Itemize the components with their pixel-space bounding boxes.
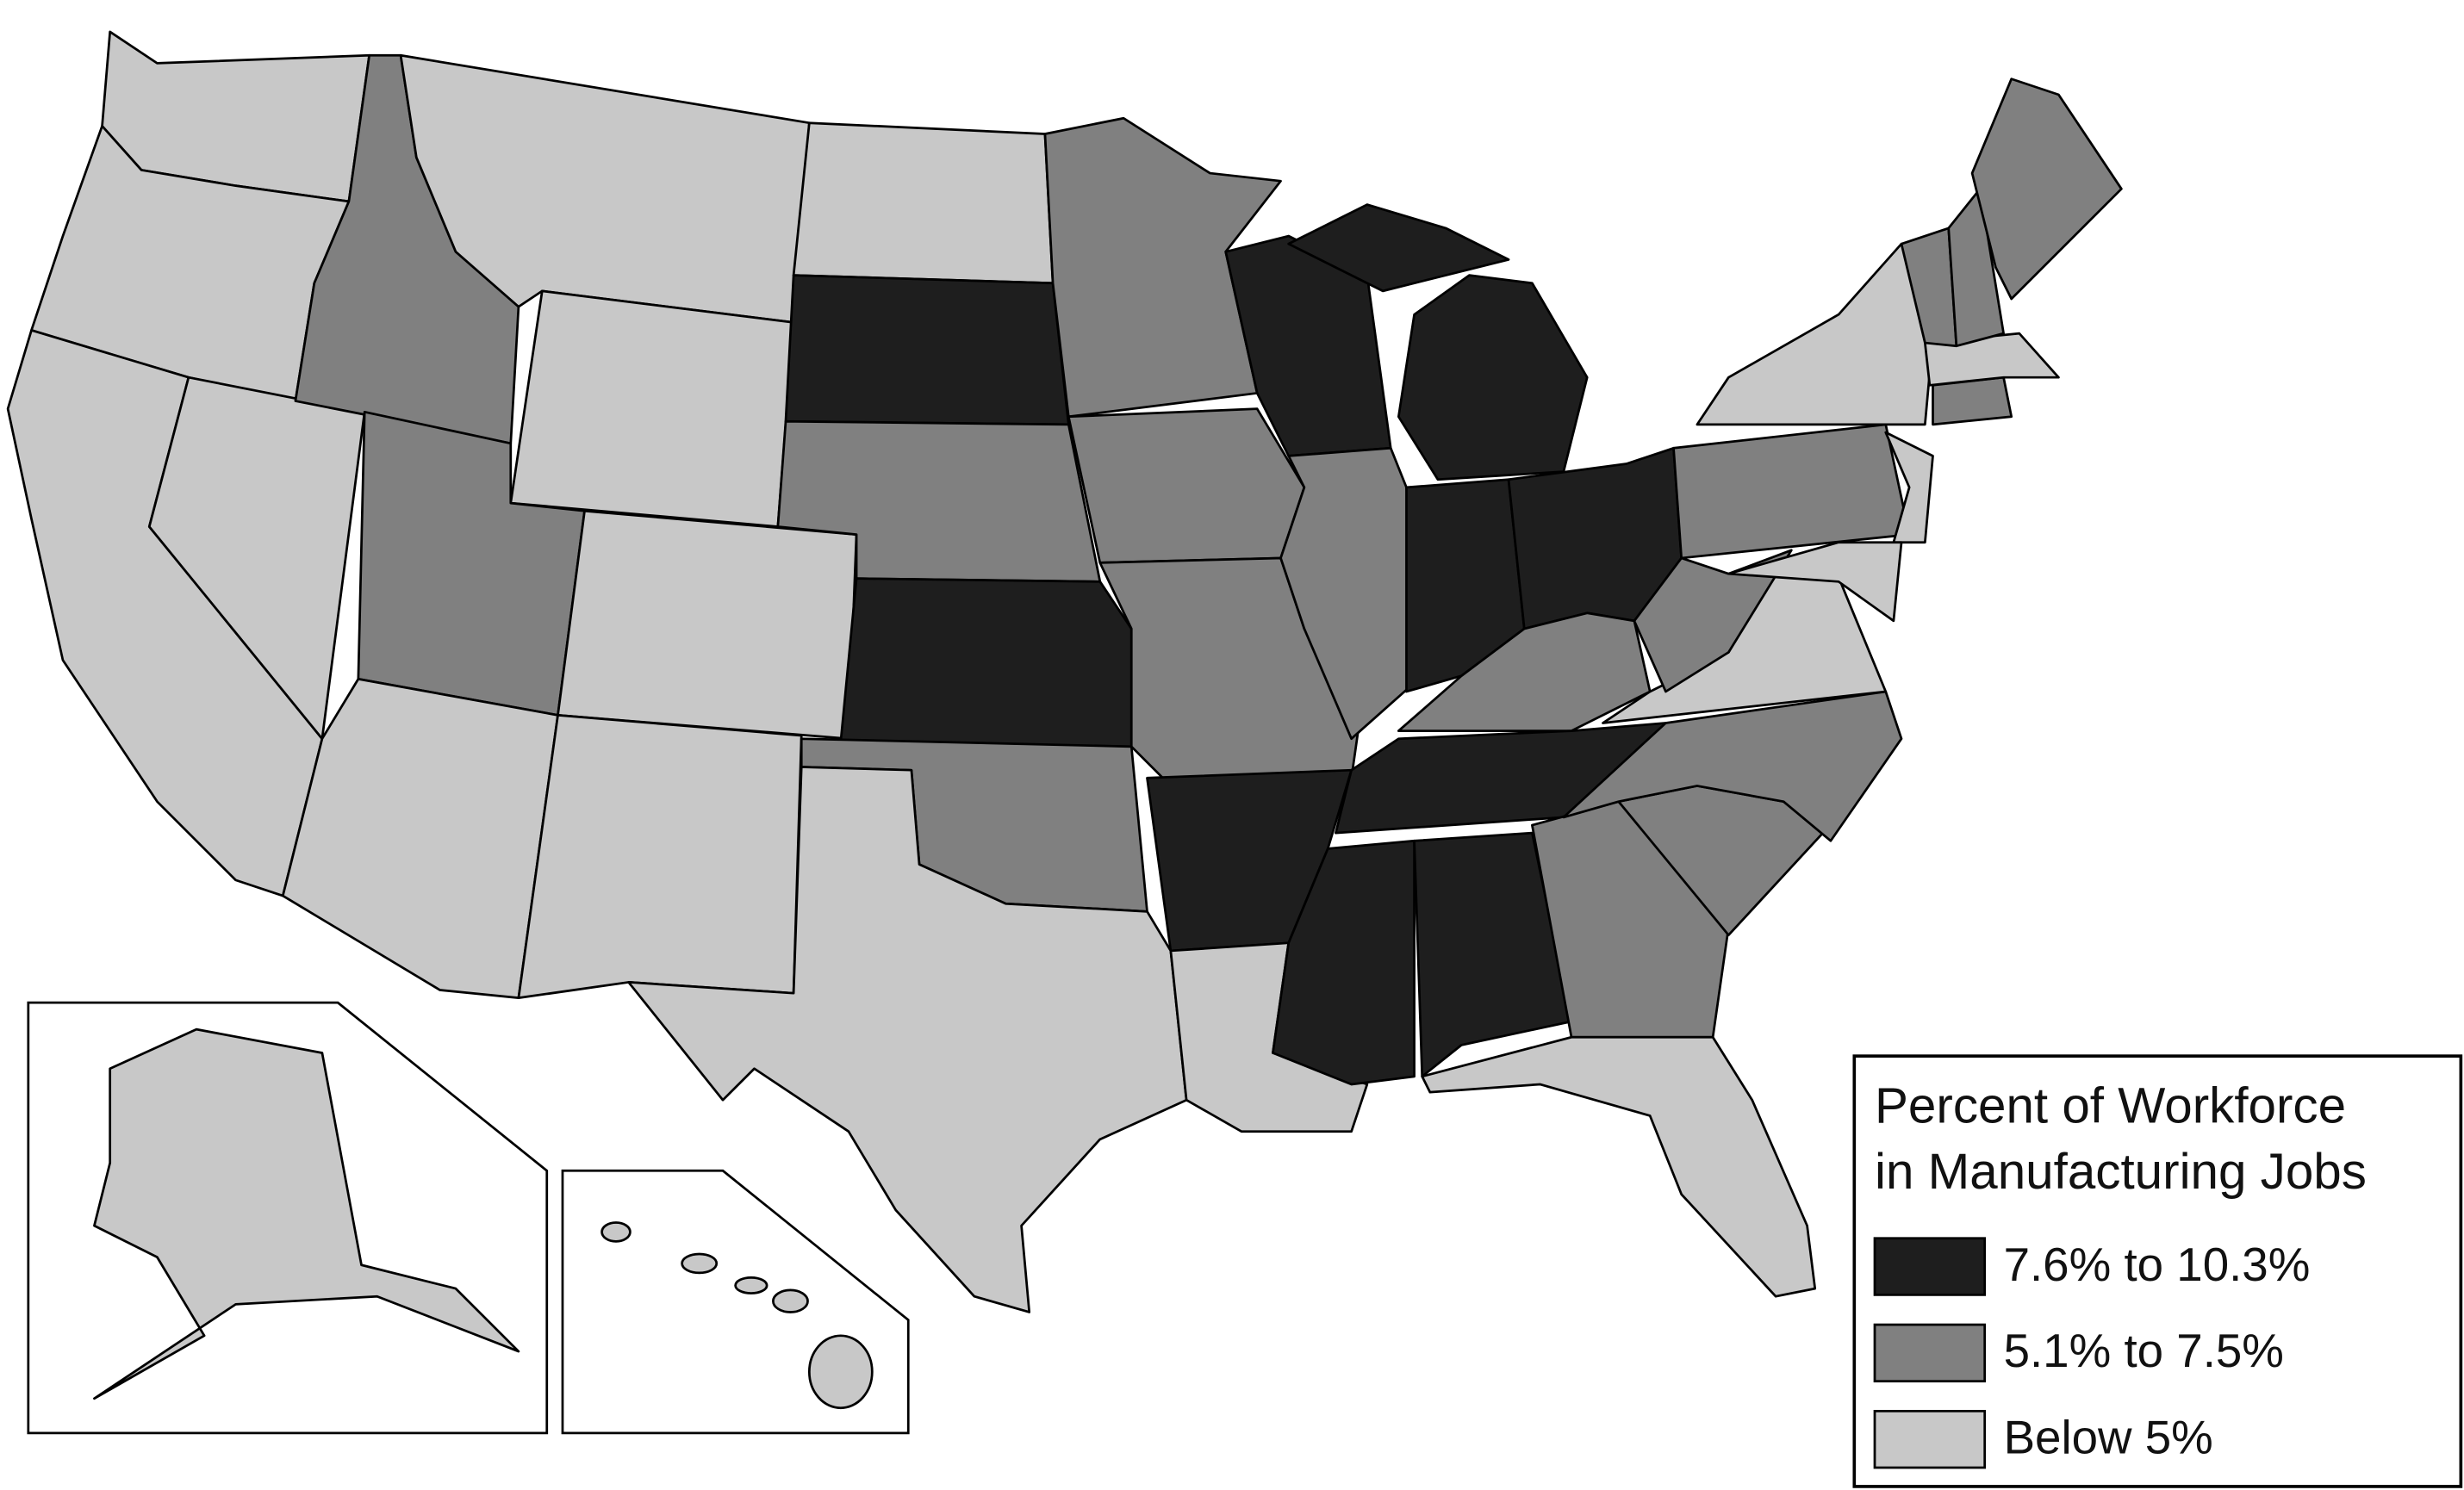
- legend-label: 5.1% to 7.5%: [2004, 1324, 2284, 1377]
- state: [600, 1221, 632, 1243]
- state: [1727, 541, 1903, 623]
- state: [517, 713, 803, 1000]
- state: [93, 1027, 520, 1400]
- legend: Percent of Workforce in Manufacturing Jo…: [1852, 1054, 2463, 1488]
- state: [681, 1252, 719, 1275]
- state: [734, 1276, 768, 1294]
- inset-frame: [27, 1001, 549, 1435]
- state: [1672, 423, 1911, 560]
- states: [6, 30, 2123, 1313]
- hawaii-inset: [561, 1169, 910, 1435]
- inset-frame: [561, 1169, 910, 1435]
- alaska-inset: [27, 1001, 549, 1435]
- state: [1884, 431, 1934, 544]
- state: [772, 1288, 809, 1313]
- state: [1970, 78, 2123, 301]
- state: [1279, 446, 1424, 741]
- state: [1397, 612, 1652, 732]
- legend-swatch: [1873, 1409, 1987, 1469]
- legend-label: 7.6% to 10.3%: [2004, 1238, 2311, 1291]
- state: [839, 577, 1133, 748]
- state: [792, 121, 1055, 285]
- state: [784, 274, 1070, 426]
- state: [509, 289, 795, 528]
- legend-swatch: [1873, 1323, 1987, 1383]
- state: [627, 766, 1188, 1313]
- state: [1287, 203, 1510, 293]
- legend-title: in Manufacturing Jobs: [1875, 1144, 2367, 1200]
- state: [557, 509, 858, 741]
- state: [1397, 274, 1589, 481]
- legend-title: Percent of Workforce: [1875, 1078, 2346, 1134]
- state: [1696, 242, 1934, 426]
- legend-swatch: [1873, 1237, 1987, 1296]
- state: [807, 1334, 874, 1410]
- state: [1421, 1035, 1817, 1298]
- state: [1413, 831, 1573, 1078]
- state: [1947, 187, 2005, 348]
- state: [1067, 407, 1306, 564]
- legend-label: Below 5%: [2004, 1410, 2213, 1463]
- state: [1562, 690, 1903, 842]
